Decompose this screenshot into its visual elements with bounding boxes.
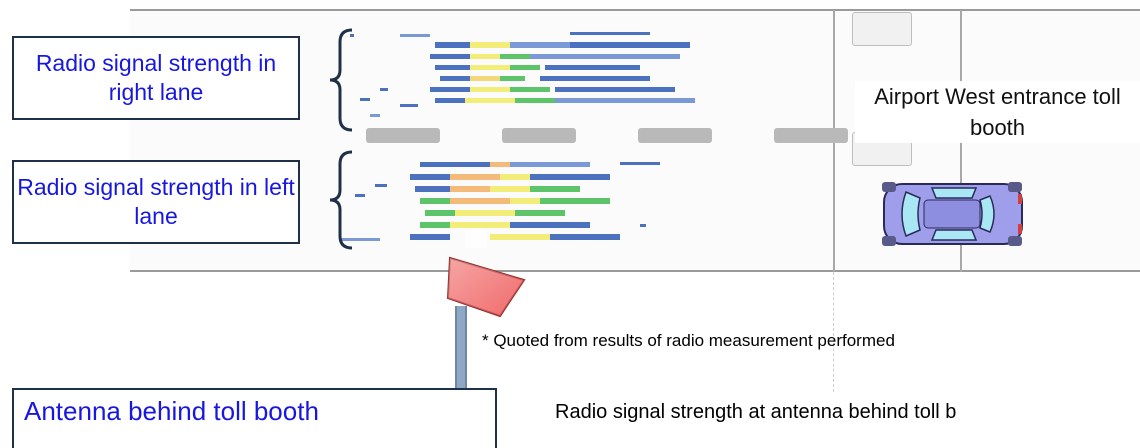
lane-dash — [366, 128, 440, 143]
measurement-note: * Quoted from results of radio measureme… — [482, 331, 895, 350]
brace-icon — [329, 150, 353, 250]
antenna-label: Antenna behind toll booth — [12, 388, 497, 448]
brace-icon — [329, 28, 353, 132]
right-lane-heatmap — [350, 32, 695, 117]
left-lane-heatmap — [340, 162, 660, 248]
figure-caption: Radio signal strength at antenna behind … — [555, 401, 957, 423]
antenna-icon — [446, 256, 526, 318]
road-bottom-edge — [130, 270, 1140, 272]
lane-dash — [638, 128, 712, 143]
booth-centerline — [833, 272, 834, 392]
left-lane-label: Radio signal strength in left lane — [12, 160, 300, 244]
lane-dash — [774, 128, 848, 143]
right-lane-label: Radio signal strength in right lane — [12, 36, 300, 120]
diagram-stage: Radio signal strength in right lane Radi… — [12, 9, 1140, 448]
lane-dash — [502, 128, 576, 143]
toll-booth-label: Airport West entrance toll booth — [855, 81, 1140, 143]
left-lane-label-text: Radio signal strength in left lane — [17, 174, 295, 229]
right-lane-label-text: Radio signal strength in right lane — [35, 50, 277, 105]
antenna-pole — [455, 306, 467, 388]
car-icon — [882, 182, 1023, 246]
antenna-label-text: Antenna behind toll booth — [24, 396, 319, 426]
booth-island-top — [852, 12, 912, 46]
road-top-edge — [130, 9, 1140, 11]
